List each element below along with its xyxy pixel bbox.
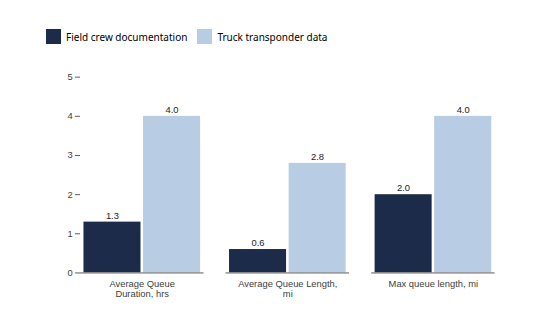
svg-text:0.6: 0.6 [251, 238, 264, 248]
html-text:Truck transponder data: Truck transponder data [217, 29, 328, 44]
svg-text:4: 4 [68, 111, 73, 121]
svg-text:4.0: 4.0 [165, 105, 178, 115]
svg-text:Average QueueDuration, hrs: Average QueueDuration, hrs [109, 279, 174, 298]
svg-text:1.3: 1.3 [106, 211, 119, 221]
svg-text:2.0: 2.0 [397, 183, 410, 193]
html-text:Field crew documentation: Field crew documentation [66, 29, 188, 44]
svg-text:1: 1 [68, 229, 73, 239]
svg-text:Average Queue Length,mi: Average Queue Length,mi [238, 279, 337, 298]
svg-text:3: 3 [68, 150, 73, 160]
svg-text:0: 0 [68, 268, 73, 278]
svg-text:Max queue length, mi: Max queue length, mi [389, 279, 478, 289]
svg-text:4.0: 4.0 [457, 105, 470, 115]
svg-text:5: 5 [68, 72, 73, 82]
svg-text:2: 2 [68, 190, 73, 200]
svg-text:2.8: 2.8 [311, 152, 324, 162]
